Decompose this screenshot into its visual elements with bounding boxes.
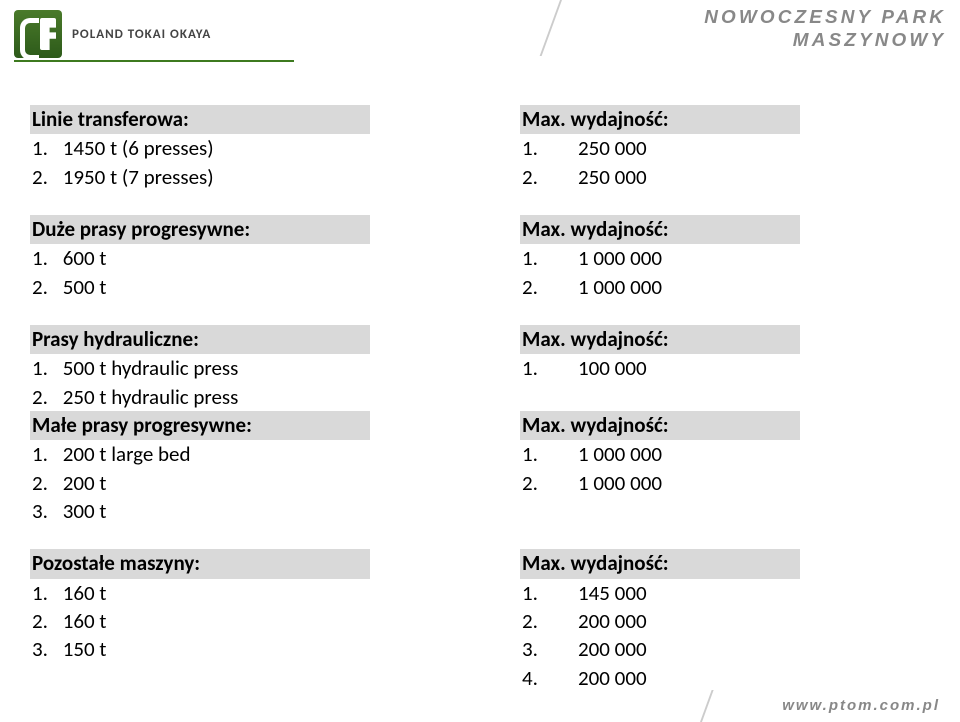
section-heading-right: Max. wydajność: xyxy=(520,105,800,134)
section-heading-right: Max. wydajność: xyxy=(520,325,800,354)
list-item: 1.1 000 000 xyxy=(520,440,800,468)
list-item: 2. 1950 t (7 presses) xyxy=(30,163,370,191)
list-item: 1.145 000 xyxy=(520,579,800,607)
list-item: 1. 600 t xyxy=(30,244,370,272)
list-item: 2.200 000 xyxy=(520,607,800,635)
logo: POLAND TOKAI OKAYA xyxy=(14,10,211,58)
list-item: 1. 160 t xyxy=(30,579,370,607)
section-heading-left: Pozostałe maszyny: xyxy=(30,549,370,578)
section-heading-right: Max. wydajność: xyxy=(520,549,800,578)
section-heading-left: Małe prasy progresywne: xyxy=(30,411,370,440)
logo-text: POLAND TOKAI OKAYA xyxy=(72,27,211,42)
list-item: 1.100 000 xyxy=(520,354,800,382)
title-line2: MASZYNOWY xyxy=(704,29,946,52)
logo-underline xyxy=(14,60,294,62)
page-title: NOWOCZESNY PARK MASZYNOWY xyxy=(704,6,946,51)
list-item: 3. 300 t xyxy=(30,497,370,525)
list-item: 3. 150 t xyxy=(30,635,370,663)
list-item: 1. 500 t hydraulic press xyxy=(30,354,370,382)
section-heading-left: Prasy hydrauliczne: xyxy=(30,325,370,354)
section-heading-right: Max. wydajność: xyxy=(520,411,800,440)
section-heading-left: Linie transferowa: xyxy=(30,105,370,134)
content: Linie transferowa: Max. wydajność: 1. 1450… xyxy=(30,105,930,692)
title-line1: NOWOCZESNY PARK xyxy=(704,6,946,29)
list-item: 2. 250 t hydraulic press xyxy=(30,383,370,411)
list-item: 1. 200 t large bed xyxy=(30,440,370,468)
list-item: 1.1 000 000 xyxy=(520,244,800,272)
footer-url: www.ptom.com.pl xyxy=(782,697,940,714)
header: POLAND TOKAI OKAYA NOWOCZESNY PARK MASZY… xyxy=(0,0,960,70)
list-item: 2. 200 t xyxy=(30,469,370,497)
list-item: 1. 1450 t (6 presses) xyxy=(30,134,370,162)
list-item: 2. 160 t xyxy=(30,607,370,635)
list-item: 4.200 000 xyxy=(520,664,800,692)
list-item: 1.250 000 xyxy=(520,134,800,162)
list-item: 2.1 000 000 xyxy=(520,469,800,497)
section-heading-left: Duże prasy progresywne: xyxy=(30,215,370,244)
list-item: 2. 500 t xyxy=(30,273,370,301)
list-item: 2.1 000 000 xyxy=(520,273,800,301)
logo-icon xyxy=(14,10,62,58)
section-heading-right: Max. wydajność: xyxy=(520,215,800,244)
list-item: 2.250 000 xyxy=(520,163,800,191)
list-item: 3.200 000 xyxy=(520,635,800,663)
